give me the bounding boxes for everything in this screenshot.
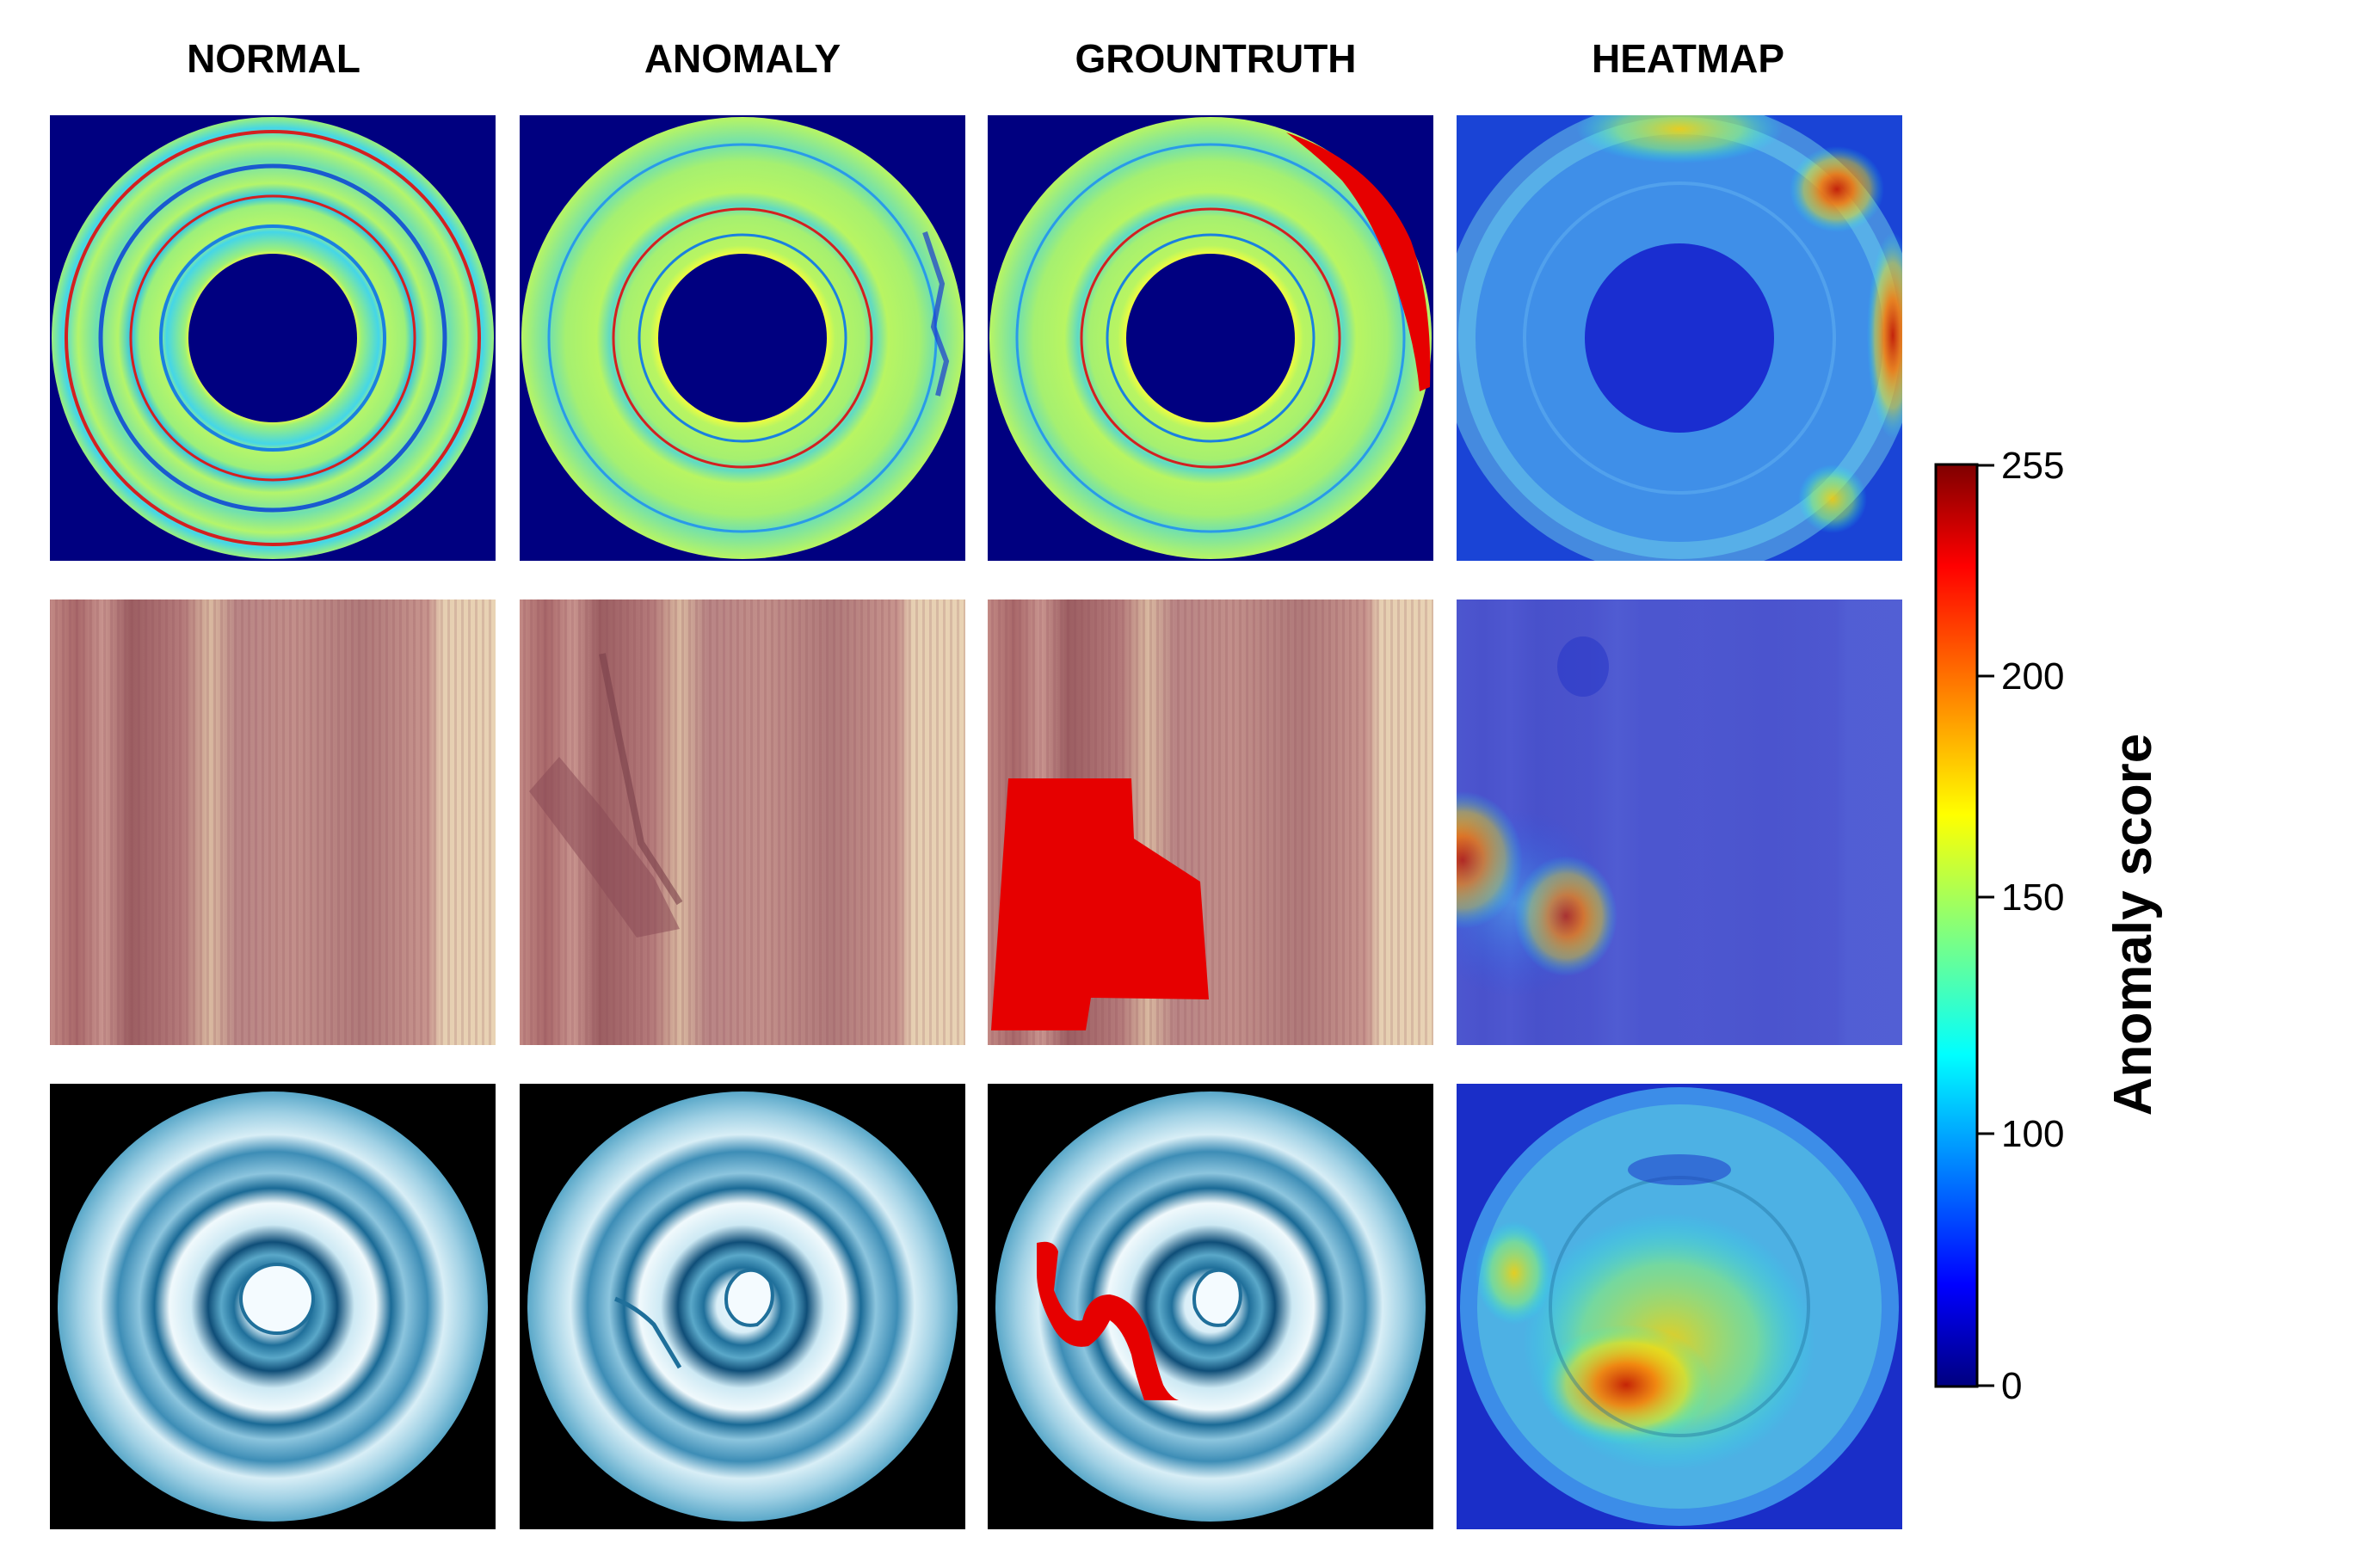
colorbar-tick-label: 150 [2001,876,2064,919]
row1-anomaly-image [520,115,965,561]
row2-normal-image [50,600,496,1045]
row2-heatmap-image [1457,600,1902,1045]
row3-anomaly-mask [1037,1241,1179,1400]
column-header-normal: NORMAL [187,36,360,81]
colorbar-title: Anomaly score [2104,734,2163,1116]
column-header-groundtruth: GROUNTRUTH [1075,36,1356,81]
colorbar-tick-label: 200 [2001,655,2064,698]
colorbar: 255 200 150 100 0 Anomaly score [1934,445,2163,1407]
row1-normal-image [50,115,496,561]
row3-anomaly-image [520,1084,965,1529]
column-header-anomaly: ANOMALY [644,36,841,81]
row2-anomaly-image [520,600,965,1045]
colorbar-tick-label: 0 [2001,1365,2022,1407]
colorbar-tick-label: 255 [2001,445,2064,487]
row1-anomaly-mask [1286,132,1431,391]
colorbar-gradient [1934,463,1979,1388]
column-header-heatmap: HEATMAP [1592,36,1784,81]
row2-anomaly-mask [991,778,1209,1030]
colorbar-tick-label: 100 [2001,1113,2064,1155]
row3-groundtruth-image [988,1084,1433,1529]
row1-groundtruth-image [988,115,1433,561]
row3-heatmap-image [1457,1084,1902,1529]
row2-groundtruth-image [988,600,1433,1045]
row1-heatmap-image [1457,115,1902,561]
row3-normal-image [50,1084,496,1529]
